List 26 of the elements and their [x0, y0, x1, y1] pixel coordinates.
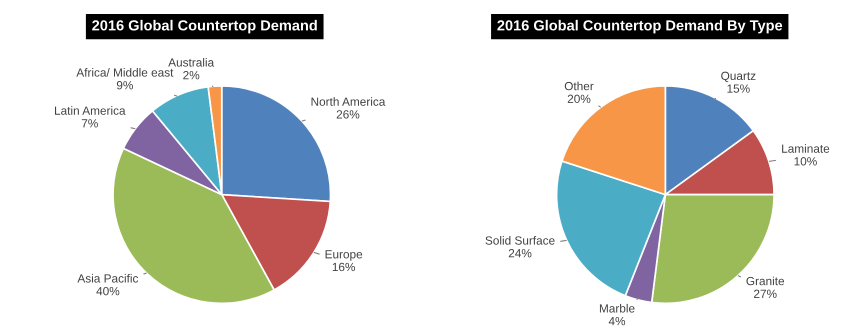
slice-label: Africa/ Middle east: [76, 68, 174, 77]
chart-title: 2016 Global Countertop Demand By Type: [497, 20, 782, 34]
data-label: 7%: [82, 119, 98, 128]
data-label: 2%: [183, 71, 200, 80]
data-label: 10%: [794, 157, 817, 166]
data-label: 40%: [96, 286, 120, 296]
data-label: 15%: [727, 84, 750, 93]
data-label: 26%: [336, 110, 360, 119]
slice-label: North America: [312, 97, 386, 106]
data-label: 24%: [508, 249, 532, 258]
data-label: 16%: [332, 262, 356, 272]
slice-label: Quartz: [721, 72, 756, 82]
slice-label: Granite: [746, 276, 784, 286]
slice-label: Marble: [600, 304, 635, 313]
slice-label: Asia Pacific: [77, 274, 138, 283]
data-label: 9%: [116, 81, 133, 90]
slice-label: Europe: [326, 250, 362, 261]
data-label: 27%: [754, 290, 777, 298]
data-label: 4%: [608, 316, 626, 326]
chart-title: 2016 Global Countertop Demand: [92, 20, 317, 34]
slice-label: Other: [564, 82, 594, 90]
data-label: 20%: [568, 94, 590, 103]
slice-label: Australia: [168, 58, 214, 67]
slice-label: Laminate: [782, 144, 830, 153]
slice-label: Solid Surface: [485, 236, 555, 245]
slice-label: Latin America: [55, 106, 126, 115]
